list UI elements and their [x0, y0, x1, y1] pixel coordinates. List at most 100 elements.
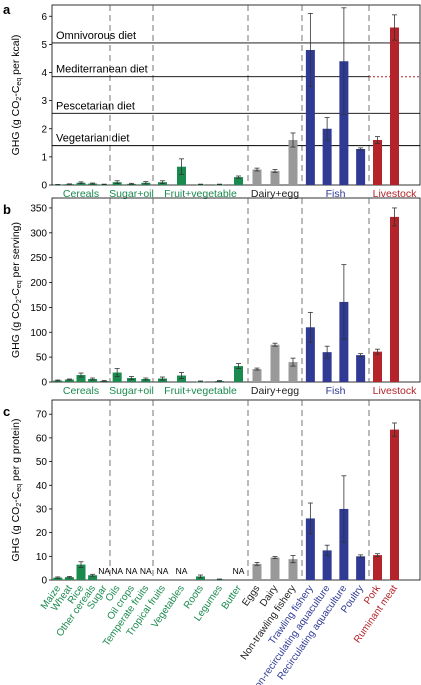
- bar: [356, 556, 366, 580]
- bar: [288, 559, 298, 580]
- y-label-part: GHG (g CO: [10, 303, 22, 358]
- y-tick-label: 5: [41, 40, 47, 51]
- group-label: Sugar+oil: [109, 188, 154, 200]
- y-tick-label: 1: [41, 152, 47, 163]
- bar: [373, 351, 382, 382]
- diet-label: Pescetarian diet: [56, 100, 135, 112]
- bar: [390, 216, 399, 382]
- group-label: Dairy+egg: [251, 385, 299, 397]
- bar: [127, 378, 136, 382]
- y-tick-label: 50: [36, 457, 48, 468]
- na-label: NA: [157, 566, 169, 576]
- y-axis-label: GHG (g CO2-Ceq per g protein): [10, 418, 23, 561]
- na-label: NA: [111, 566, 123, 576]
- na-label: NA: [233, 566, 245, 576]
- y-tick-label: 4: [41, 68, 47, 79]
- y-tick-label: 300: [30, 228, 47, 239]
- bar: [76, 564, 86, 580]
- group-label: Cereals: [63, 188, 99, 200]
- y-label-part: per kcal): [10, 35, 22, 78]
- bar: [234, 366, 243, 382]
- y-tick-label: 0: [41, 181, 47, 192]
- bar: [305, 50, 315, 185]
- group-label: Dairy+egg: [251, 188, 299, 200]
- na-label: NA: [126, 566, 138, 576]
- panel-letter: c: [3, 404, 10, 419]
- bar: [322, 352, 332, 382]
- group-label: Cereals: [63, 385, 99, 397]
- y-label-sub: 2: [16, 299, 23, 303]
- y-axis-label: GHG (g CO2-Ceq per kcal): [10, 35, 23, 156]
- bar: [177, 166, 186, 185]
- panel-letter: a: [3, 2, 11, 17]
- panel-letter: b: [3, 202, 11, 217]
- y-axis-label: GHG (g CO2-Ceq per serving): [10, 222, 23, 358]
- bar: [64, 577, 74, 580]
- y-label-part: per serving): [10, 222, 22, 280]
- bar: [305, 518, 315, 580]
- y-tick-label: 200: [30, 278, 47, 289]
- group-label: Livestock: [373, 188, 418, 200]
- y-label-sub: eq: [16, 484, 23, 492]
- y-tick-label: 30: [36, 504, 48, 515]
- bar: [390, 27, 399, 185]
- group-label: Fruit+vegetable: [164, 188, 237, 200]
- bar: [288, 362, 298, 382]
- bar: [373, 140, 382, 185]
- y-tick-label: 350: [30, 203, 47, 214]
- food-label: Eggs: [240, 583, 262, 608]
- y-tick-label: 2: [41, 124, 47, 135]
- bar: [356, 149, 366, 185]
- plot-frame: [51, 399, 421, 581]
- bar: [322, 128, 332, 185]
- bar: [339, 508, 349, 580]
- y-label-part: -C: [10, 85, 22, 96]
- y-tick-label: 0: [41, 576, 47, 587]
- y-tick-label: 50: [36, 353, 48, 364]
- bar: [252, 169, 262, 185]
- y-tick-label: 250: [30, 253, 47, 264]
- y-tick-label: 20: [36, 528, 48, 539]
- bar: [305, 327, 315, 382]
- y-label-part: GHG (g CO: [10, 507, 22, 562]
- bar: [112, 372, 122, 382]
- y-tick-label: 70: [36, 410, 48, 421]
- bar: [373, 555, 382, 580]
- bar: [252, 369, 262, 382]
- group-label: Fish: [326, 385, 346, 397]
- bar: [53, 577, 63, 580]
- y-label-sub: eq: [16, 78, 23, 86]
- bar: [356, 355, 366, 382]
- bar: [270, 557, 280, 580]
- y-tick-label: 10: [36, 552, 48, 563]
- group-label: Fish: [326, 188, 346, 200]
- panel-c: c 0 10 20 30 40 50 60 70 GHG (g CO2-Ceq per g pro…: [3, 399, 421, 587]
- bar: [64, 379, 74, 382]
- y-tick-label: 40: [36, 481, 48, 492]
- bar: [390, 429, 399, 580]
- y-tick-label: 0: [41, 378, 47, 389]
- diet-label: Omnivorous diet: [56, 30, 136, 42]
- bar: [252, 563, 262, 580]
- y-tick-label: 100: [30, 328, 47, 339]
- bar: [339, 61, 349, 185]
- group-label: Fruit+vegetable: [164, 385, 237, 397]
- food-label: Butter: [220, 583, 245, 612]
- bar: [322, 550, 332, 580]
- na-label: NA: [140, 566, 152, 576]
- bar: [141, 379, 151, 382]
- y-tick-label: 6: [41, 12, 47, 23]
- y-label-sub: 2: [16, 503, 23, 507]
- group-label: Sugar+oil: [109, 385, 154, 397]
- group-label: Livestock: [373, 385, 418, 397]
- y-label-part: GHG (g CO: [10, 101, 22, 156]
- na-label: NA: [176, 566, 188, 576]
- plot-frame: [51, 197, 421, 383]
- y-label-part: per g protein): [10, 418, 22, 483]
- bar: [76, 375, 86, 382]
- y-tick-label: 60: [36, 433, 48, 444]
- bar: [339, 301, 349, 382]
- bar: [234, 177, 243, 185]
